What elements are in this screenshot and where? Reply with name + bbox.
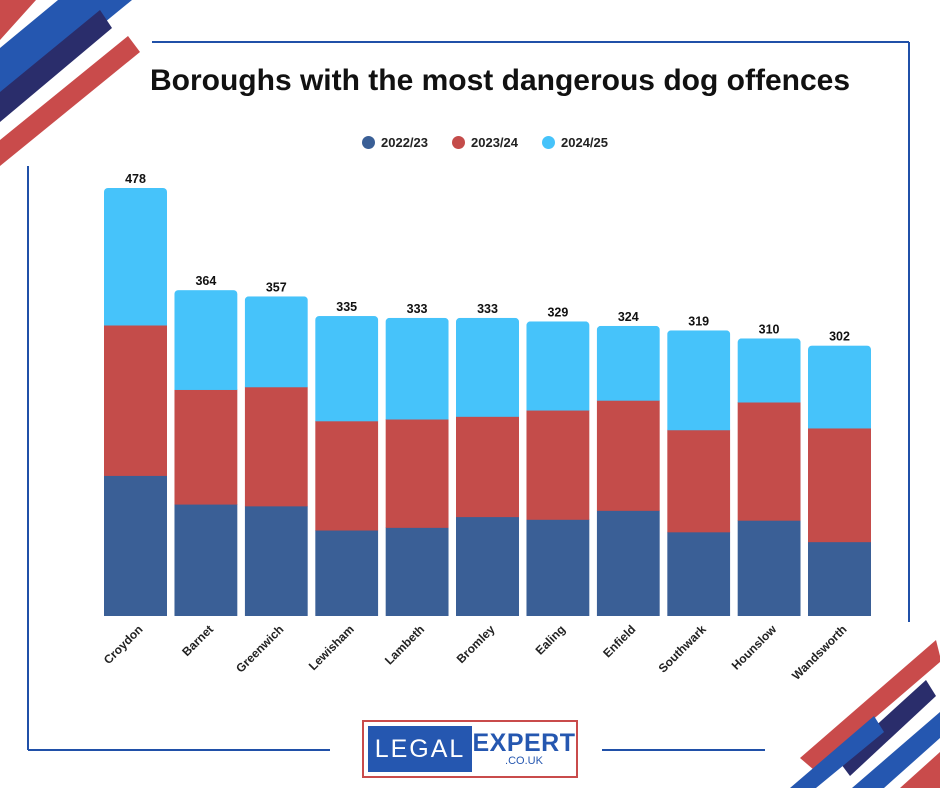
total-label-ealing: 329 (547, 305, 568, 319)
bar-ealing-2022-23 (526, 519, 590, 616)
bar-enfield-2023-24 (596, 400, 660, 511)
legend-label-2024-25: 2024/25 (561, 135, 608, 150)
bottom-right-stripes (790, 640, 940, 788)
bar-hounslow-2022-23 (737, 520, 801, 616)
category-label-barnet: Barnet (179, 622, 216, 659)
bar-greenwich-2023-24 (244, 386, 308, 507)
total-label-southwark: 319 (688, 314, 709, 328)
category-label-croydon: Croydon (101, 622, 146, 667)
bar-southwark-2024-25 (667, 330, 731, 431)
legend-label-2023-24: 2023/24 (471, 135, 518, 150)
frame-lines (27, 41, 910, 751)
total-label-hounslow: 310 (759, 322, 780, 336)
total-label-bromley: 333 (477, 302, 498, 316)
bar-lambeth-2023-24 (385, 419, 449, 528)
legend-item-2023-24: 2023/24 (452, 135, 518, 150)
total-label-greenwich: 357 (266, 280, 287, 294)
category-label-enfield: Enfield (600, 622, 638, 660)
top-left-stripes (0, 0, 140, 166)
logo-domain: .CO.UK (505, 755, 543, 767)
bar-lewisham-2023-24 (315, 420, 379, 531)
bar-enfield-2022-23 (596, 510, 660, 616)
bar-greenwich-2024-25 (244, 296, 308, 388)
logo-right-block: EXPERT .CO.UK (472, 722, 576, 776)
bar-wandsworth-2022-23 (808, 541, 871, 616)
bar-southwark-2023-24 (667, 429, 731, 533)
category-label-lewisham: Lewisham (306, 622, 357, 673)
bar-croydon-2022-23 (104, 475, 167, 616)
chart-title: Boroughs with the most dangerous dog off… (149, 64, 851, 97)
logo-left-word: LEGAL (368, 726, 472, 772)
bar-barnet-2023-24 (174, 389, 238, 505)
category-label-lambeth: Lambeth (382, 622, 427, 667)
bar-lewisham-2024-25 (315, 316, 379, 422)
total-label-lewisham: 335 (336, 300, 357, 314)
legend-label-2022-23: 2022/23 (381, 135, 428, 150)
bar-hounslow-2024-25 (737, 338, 801, 403)
bar-lewisham-2022-23 (315, 530, 379, 616)
bar-bromley-2023-24 (456, 416, 519, 518)
legend-item-2022-23: 2022/23 (362, 135, 428, 150)
bar-ealing-2024-25 (526, 321, 590, 411)
legend-dot-2024-25 (542, 136, 555, 149)
bar-croydon-2023-24 (104, 324, 167, 476)
bar-barnet-2024-25 (174, 290, 238, 390)
category-label-wandsworth: Wandsworth (789, 622, 850, 683)
total-label-barnet: 364 (195, 274, 216, 288)
bar-wandsworth-2023-24 (808, 427, 871, 543)
legend-dot-2022-23 (362, 136, 375, 149)
total-label-wandsworth: 302 (829, 330, 850, 344)
bar-bromley-2022-23 (456, 516, 519, 616)
total-label-lambeth: 333 (407, 302, 428, 316)
bar-lambeth-2022-23 (385, 527, 449, 616)
category-label-bromley: Bromley (454, 622, 498, 666)
bar-barnet-2022-23 (174, 504, 238, 616)
legend-dot-2023-24 (452, 136, 465, 149)
bar-southwark-2022-23 (667, 531, 731, 616)
category-label-hounslow: Hounslow (729, 622, 780, 673)
category-label-greenwich: Greenwich (233, 622, 286, 675)
bar-lambeth-2024-25 (385, 317, 449, 420)
total-label-enfield: 324 (618, 310, 639, 324)
bar-croydon-2024-25 (104, 188, 167, 326)
legal-expert-logo: LEGAL EXPERT .CO.UK (362, 720, 578, 778)
bar-greenwich-2022-23 (244, 505, 308, 616)
bar-ealing-2023-24 (526, 410, 590, 520)
legend: 2022/23 2023/24 2024/25 (0, 135, 940, 150)
category-label-ealing: Ealing (533, 622, 568, 657)
bar-wandsworth-2024-25 (808, 345, 871, 429)
bar-hounslow-2023-24 (737, 402, 801, 521)
category-label-southwark: Southwark (656, 622, 710, 676)
bar-bromley-2024-25 (456, 317, 519, 417)
total-label-croydon: 478 (125, 172, 146, 186)
logo-right-word: EXPERT (472, 729, 576, 757)
legend-item-2024-25: 2024/25 (542, 135, 608, 150)
bar-enfield-2024-25 (596, 325, 660, 401)
